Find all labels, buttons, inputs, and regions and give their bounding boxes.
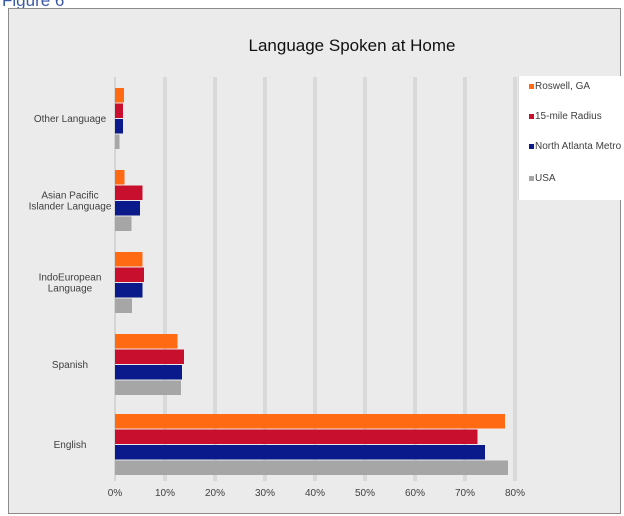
bar xyxy=(115,268,144,283)
legend-swatch-metro xyxy=(529,144,534,149)
bar xyxy=(115,283,143,298)
bar xyxy=(115,201,140,216)
x-tick-label: 70% xyxy=(455,488,475,499)
bar xyxy=(115,365,182,380)
bar xyxy=(115,430,478,445)
category-label: English xyxy=(54,440,87,451)
bar xyxy=(115,186,143,201)
bar xyxy=(115,119,123,134)
legend-label-metro: North Atlanta Metro xyxy=(535,141,621,152)
bar xyxy=(115,461,508,476)
legend: Roswell, GA 15-mile Radius North Atlanta… xyxy=(518,76,623,200)
x-tick-label: 50% xyxy=(355,488,375,499)
legend-item-roswell: Roswell, GA xyxy=(529,81,623,92)
legend-item-metro: North Atlanta Metro xyxy=(529,141,623,152)
legend-item-radius: 15-mile Radius xyxy=(529,111,623,122)
bar xyxy=(115,135,120,150)
bar xyxy=(115,170,125,185)
bar xyxy=(115,445,485,460)
category-label: Asian Pacific Islander Language xyxy=(29,191,112,213)
legend-swatch-radius xyxy=(529,114,534,119)
x-tick-label: 20% xyxy=(205,488,225,499)
legend-item-usa: USA xyxy=(529,173,623,184)
bar xyxy=(115,350,184,365)
bar xyxy=(115,104,123,119)
legend-label-roswell: Roswell, GA xyxy=(535,81,590,92)
x-tick-label: 0% xyxy=(108,488,123,499)
bar xyxy=(115,414,505,429)
bar xyxy=(115,334,178,349)
x-tick-label: 30% xyxy=(255,488,275,499)
legend-swatch-usa xyxy=(529,176,534,181)
legend-label-radius: 15-mile Radius xyxy=(535,111,602,122)
bar xyxy=(115,217,132,232)
bar xyxy=(115,252,143,267)
gridline xyxy=(513,77,517,481)
category-label: IndoEuropean Language xyxy=(39,273,102,295)
bar xyxy=(115,88,124,103)
x-tick-label: 60% xyxy=(405,488,425,499)
x-tick-label: 40% xyxy=(305,488,325,499)
bar xyxy=(115,299,132,314)
legend-swatch-roswell xyxy=(529,84,534,89)
x-tick-label: 80% xyxy=(505,488,525,499)
category-label: Spanish xyxy=(52,360,88,371)
bar xyxy=(115,381,181,396)
chart-title: Language Spoken at Home xyxy=(249,36,456,55)
legend-label-usa: USA xyxy=(535,173,556,184)
x-tick-label: 10% xyxy=(155,488,175,499)
category-label: Other Language xyxy=(34,114,107,125)
